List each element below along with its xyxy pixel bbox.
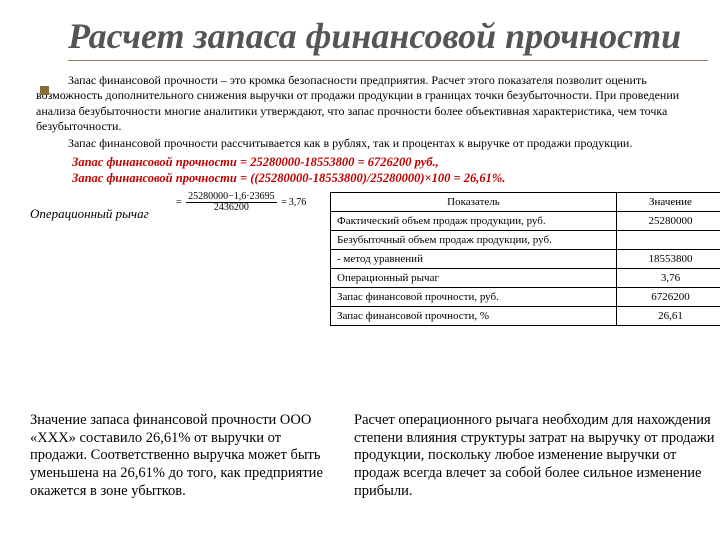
slide: Расчет запаса финансовой прочности Запас… — [0, 0, 720, 540]
cell-value: 25280000 — [617, 212, 720, 231]
slide-title: Расчет запаса финансовой прочности — [68, 18, 710, 56]
data-table: Показатель Значение Фактический объем пр… — [330, 192, 720, 326]
fraction: 25280000−1,6·23695 2436200 — [186, 192, 276, 213]
cell-label: Операционный рычаг — [331, 269, 617, 288]
cell-label: Запас финансовой прочности, руб. — [331, 288, 617, 307]
table-row: Запас финансовой прочности, руб. 6726200 — [331, 288, 720, 307]
cell-label: Запас финансовой прочности, % — [331, 307, 617, 326]
intro-paragraph-2: Запас финансовой прочности рассчитываетс… — [36, 136, 704, 151]
calc-line-2: Запас финансовой прочности = ((25280000-… — [72, 170, 710, 186]
table-header-row: Показатель Значение — [331, 193, 720, 212]
bottom-right-text: Расчет операционного рычага необходим дл… — [354, 412, 720, 500]
calc-line-1: Запас финансовой прочности = 25280000-18… — [72, 154, 710, 170]
operating-leverage-label: Операционный рычаг — [30, 206, 149, 222]
title-bullet — [40, 86, 49, 95]
formula-result: 3,76 — [289, 197, 307, 208]
middle-row: Операционный рычаг = 25280000−1,6·23695 … — [30, 192, 710, 327]
cell-value: 6726200 — [617, 288, 720, 307]
intro-paragraph-1: Запас финансовой прочности – это кромка … — [36, 73, 704, 134]
cell-value: 26,61 — [617, 307, 720, 326]
table-row: Запас финансовой прочности, % 26,61 — [331, 307, 720, 326]
equals-icon: = — [174, 197, 184, 208]
bottom-left-text: Значение запаса финансовой прочности ООО… — [30, 412, 338, 500]
table-row: Операционный рычаг 3,76 — [331, 269, 720, 288]
equals-icon-2: = — [279, 197, 289, 208]
cell-value: 18553800 — [617, 250, 720, 269]
cell-value: 3,76 — [617, 269, 720, 288]
cell-label: Фактический объем продаж продукции, руб. — [331, 212, 617, 231]
table-row: Фактический объем продаж продукции, руб.… — [331, 212, 720, 231]
cell-value — [617, 231, 720, 250]
header-indicator: Показатель — [331, 193, 617, 212]
title-underline — [68, 60, 708, 61]
fraction-denominator: 2436200 — [186, 203, 276, 213]
header-value: Значение — [617, 193, 720, 212]
cell-label: - метод уравнений — [331, 250, 617, 269]
table-row: Безубыточный объем продаж продукции, руб… — [331, 231, 720, 250]
cell-label: Безубыточный объем продаж продукции, руб… — [331, 231, 617, 250]
operating-leverage-formula: = 25280000−1,6·23695 2436200 =3,76 — [174, 192, 306, 213]
table-row: - метод уравнений 18553800 — [331, 250, 720, 269]
